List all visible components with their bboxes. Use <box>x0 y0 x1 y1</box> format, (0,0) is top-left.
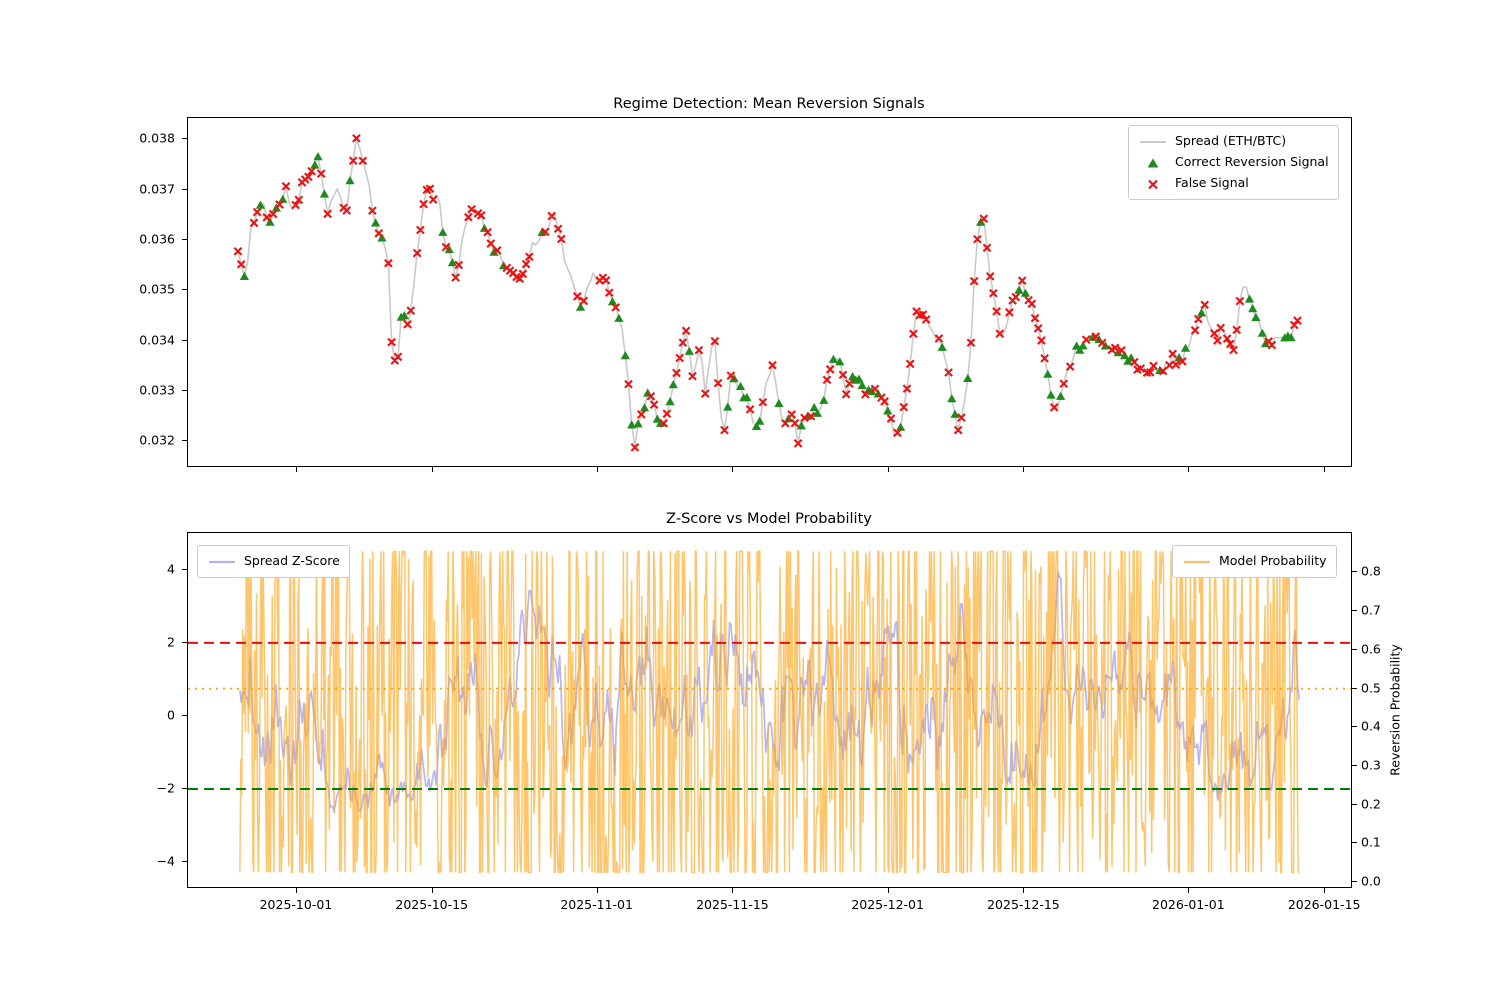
y-tick-mark <box>1352 610 1357 612</box>
y-tick-label: 2 <box>167 634 175 650</box>
y-tick-label: 0.8 <box>1361 563 1381 579</box>
y-tick-label: −4 <box>156 853 175 869</box>
y-tick-label: 0.033 <box>139 382 175 398</box>
y-tick-label: 4 <box>167 561 175 577</box>
x-tick-mark <box>1023 888 1025 893</box>
legend-label: Spread (ETH/BTC) <box>1175 133 1287 149</box>
legend-entry-correct-signal: Correct Reversion Signal <box>1138 152 1329 173</box>
probability-legend: Model Probability <box>1172 545 1337 578</box>
x-tick-mark <box>1324 467 1326 472</box>
y-tick-mark <box>1352 764 1357 766</box>
x-tick-label: 2025-12-15 <box>987 897 1060 912</box>
y-tick-label: −2 <box>156 780 175 796</box>
spread-line-swatch <box>1140 140 1166 143</box>
y-tick-label: 0.036 <box>139 231 175 247</box>
y-tick-mark <box>182 188 187 190</box>
y-tick-label: 0.035 <box>139 281 175 297</box>
x-tick-mark <box>732 888 734 893</box>
x-tick-label: 2025-11-15 <box>696 897 769 912</box>
x-tick-mark <box>732 467 734 472</box>
y-tick-mark <box>1352 571 1357 573</box>
x-tick-label: 2025-12-01 <box>851 897 924 912</box>
x-tick-mark <box>1324 888 1326 893</box>
x-tick-mark <box>887 467 889 472</box>
y-tick-mark <box>1352 803 1357 805</box>
x-tick-mark <box>596 888 598 893</box>
y-tick-mark <box>1352 726 1357 728</box>
right-axis-label: Reversion Probability <box>1387 644 1403 776</box>
y-tick-label: 0.7 <box>1361 602 1381 618</box>
x-tick-label: 2026-01-15 <box>1287 897 1361 912</box>
y-tick-mark <box>1352 881 1357 883</box>
y-tick-label: 0.3 <box>1361 757 1381 773</box>
top-chart-legend: Spread (ETH/BTC) Correct Reversion Signa… <box>1128 125 1339 200</box>
y-tick-mark <box>182 339 187 341</box>
y-tick-label: 0.1 <box>1361 834 1381 850</box>
zscore-line-swatch <box>209 560 235 563</box>
y-tick-label: 0.2 <box>1361 796 1381 812</box>
x-tick-mark <box>431 888 433 893</box>
y-tick-label: 0 <box>167 707 175 723</box>
bottom-chart-plot <box>188 550 1351 874</box>
y-tick-mark <box>182 289 187 291</box>
x-tick-mark <box>1188 888 1190 893</box>
y-tick-mark <box>1352 687 1357 689</box>
y-tick-mark <box>182 238 187 240</box>
x-tick-mark <box>295 467 297 472</box>
y-tick-mark <box>182 641 187 643</box>
y-tick-mark <box>182 138 187 140</box>
false-signal-markers <box>233 133 1302 452</box>
y-tick-label: 0.032 <box>139 432 175 448</box>
legend-entry-false-signal: False Signal <box>1138 173 1329 194</box>
legend-label: False Signal <box>1175 175 1249 191</box>
y-tick-label: 0.5 <box>1361 680 1381 696</box>
legend-entry-probability: Model Probability <box>1182 551 1327 572</box>
y-tick-label: 0.034 <box>139 332 175 348</box>
y-tick-mark <box>182 860 187 862</box>
probability-series <box>239 550 1300 874</box>
bottom-chart-axes <box>187 532 1352 888</box>
probability-line-swatch <box>1184 560 1210 563</box>
x-tick-label: 2025-11-01 <box>560 897 633 912</box>
x-tick-mark <box>1023 467 1025 472</box>
bottom-chart-title: Z-Score vs Model Probability <box>666 511 872 527</box>
y-tick-mark <box>182 568 187 570</box>
legend-label: Spread Z-Score <box>244 553 340 569</box>
x-tick-mark <box>596 467 598 472</box>
top-chart-plot <box>233 133 1302 452</box>
y-tick-mark <box>182 389 187 391</box>
y-tick-mark <box>182 787 187 789</box>
x-tick-label: 2025-10-15 <box>395 897 469 912</box>
y-tick-mark <box>1352 648 1357 650</box>
x-tick-mark <box>431 467 433 472</box>
y-tick-mark <box>1352 842 1357 844</box>
legend-entry-spread: Spread (ETH/BTC) <box>1138 131 1329 152</box>
x-tick-mark <box>1188 467 1190 472</box>
x-tick-label: 2025-10-01 <box>259 897 333 912</box>
x-tick-label: 2026-01-01 <box>1152 897 1225 912</box>
y-tick-mark <box>182 714 187 716</box>
x-tick-mark <box>887 888 889 893</box>
y-tick-label: 0.4 <box>1361 718 1381 734</box>
y-tick-label: 0.0 <box>1361 873 1381 889</box>
y-tick-label: 0.037 <box>139 181 175 196</box>
top-chart-title: Regime Detection: Mean Reversion Signals <box>613 96 925 112</box>
y-tick-label: 0.038 <box>139 130 175 146</box>
legend-label: Correct Reversion Signal <box>1175 154 1329 170</box>
legend-entry-zscore: Spread Z-Score <box>207 551 340 572</box>
y-tick-mark <box>182 440 187 442</box>
triangle-marker-icon <box>1147 158 1159 167</box>
zscore-legend: Spread Z-Score <box>197 545 350 578</box>
x-tick-mark <box>295 888 297 893</box>
legend-label: Model Probability <box>1219 553 1327 569</box>
y-tick-label: 0.6 <box>1361 641 1381 657</box>
x-marker-icon <box>1148 179 1158 189</box>
